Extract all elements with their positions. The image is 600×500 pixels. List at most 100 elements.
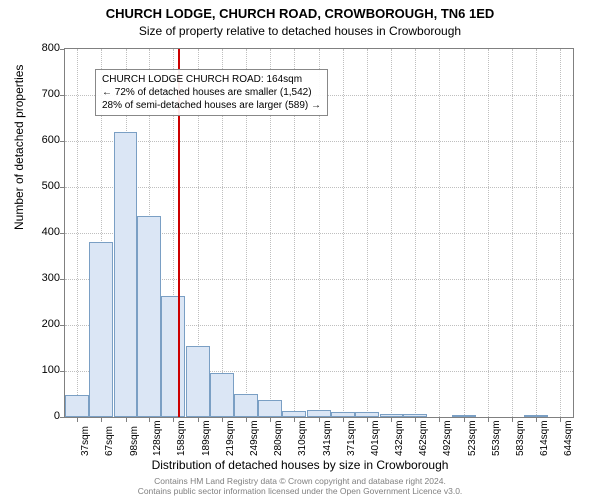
xtick-mark — [270, 417, 271, 422]
histogram-bar — [234, 394, 258, 417]
ytick-mark — [60, 325, 65, 326]
xtick-label: 158sqm — [176, 420, 187, 456]
histogram-bar — [282, 411, 306, 417]
histogram-bar — [331, 412, 355, 417]
xtick-mark — [126, 417, 127, 422]
xtick-label: 492sqm — [442, 420, 453, 456]
ytick-mark — [60, 417, 65, 418]
ytick-label: 800 — [20, 42, 60, 54]
xtick-label: 341sqm — [322, 420, 333, 456]
annotation-line3: 28% of semi-detached houses are larger (… — [102, 99, 321, 112]
histogram-bar — [114, 132, 138, 417]
grid-line-v — [439, 49, 440, 417]
histogram-bar — [258, 400, 282, 417]
ytick-label: 200 — [20, 318, 60, 330]
footer-line1: Contains HM Land Registry data © Crown c… — [154, 476, 446, 486]
xtick-mark — [222, 417, 223, 422]
footer-line2: Contains public sector information licen… — [138, 486, 463, 496]
ytick-mark — [60, 95, 65, 96]
histogram-bar — [452, 415, 476, 417]
xtick-label: 553sqm — [491, 420, 502, 456]
ytick-mark — [60, 141, 65, 142]
grid-line-v — [415, 49, 416, 417]
xtick-label: 189sqm — [201, 420, 212, 456]
xtick-mark — [198, 417, 199, 422]
ytick-mark — [60, 187, 65, 188]
xtick-mark — [77, 417, 78, 422]
ytick-mark — [60, 279, 65, 280]
ytick-label: 100 — [20, 364, 60, 376]
histogram-bar — [524, 415, 548, 417]
plot-area: CHURCH LODGE CHURCH ROAD: 164sqm← 72% of… — [64, 48, 574, 418]
xtick-label: 401sqm — [370, 420, 381, 456]
xtick-label: 249sqm — [249, 420, 260, 456]
chart-title: CHURCH LODGE, CHURCH ROAD, CROWBOROUGH, … — [0, 6, 600, 21]
xtick-mark — [343, 417, 344, 422]
xtick-label: 644sqm — [563, 420, 574, 456]
xtick-mark — [512, 417, 513, 422]
histogram-bar — [186, 346, 210, 417]
xtick-mark — [367, 417, 368, 422]
histogram-bar — [89, 242, 113, 417]
histogram-bar — [210, 373, 234, 417]
grid-line-v — [343, 49, 344, 417]
grid-line-v — [391, 49, 392, 417]
xtick-mark — [294, 417, 295, 422]
ytick-label: 700 — [20, 88, 60, 100]
histogram-bar — [355, 412, 379, 417]
ytick-mark — [60, 233, 65, 234]
histogram-bar — [137, 216, 161, 417]
ytick-mark — [60, 371, 65, 372]
x-axis-label: Distribution of detached houses by size … — [0, 458, 600, 472]
xtick-label: 310sqm — [297, 420, 308, 456]
histogram-bar — [65, 395, 89, 417]
xtick-mark — [149, 417, 150, 422]
xtick-label: 128sqm — [152, 420, 163, 456]
xtick-label: 67sqm — [104, 426, 115, 456]
annotation-box: CHURCH LODGE CHURCH ROAD: 164sqm← 72% of… — [95, 69, 328, 116]
histogram-bar — [403, 414, 427, 417]
histogram-bar — [380, 414, 404, 417]
grid-line-v — [560, 49, 561, 417]
xtick-label: 432sqm — [394, 420, 405, 456]
xtick-label: 219sqm — [225, 420, 236, 456]
chart-subtitle: Size of property relative to detached ho… — [0, 24, 600, 38]
xtick-mark — [246, 417, 247, 422]
xtick-label: 614sqm — [539, 420, 550, 456]
ytick-label: 500 — [20, 180, 60, 192]
xtick-mark — [536, 417, 537, 422]
xtick-mark — [391, 417, 392, 422]
grid-line-v — [536, 49, 537, 417]
xtick-mark — [560, 417, 561, 422]
grid-line-v — [367, 49, 368, 417]
annotation-line2: ← 72% of detached houses are smaller (1,… — [102, 86, 321, 99]
ytick-mark — [60, 49, 65, 50]
xtick-label: 37sqm — [80, 426, 91, 456]
xtick-mark — [415, 417, 416, 422]
grid-line-v — [488, 49, 489, 417]
xtick-mark — [439, 417, 440, 422]
grid-line-v — [512, 49, 513, 417]
ytick-label: 600 — [20, 134, 60, 146]
xtick-mark — [101, 417, 102, 422]
xtick-label: 462sqm — [418, 420, 429, 456]
grid-line-v — [77, 49, 78, 417]
xtick-mark — [488, 417, 489, 422]
xtick-label: 280sqm — [273, 420, 284, 456]
xtick-mark — [319, 417, 320, 422]
xtick-label: 98sqm — [129, 426, 140, 456]
ytick-label: 0 — [20, 410, 60, 422]
ytick-label: 400 — [20, 226, 60, 238]
xtick-mark — [173, 417, 174, 422]
grid-line-v — [464, 49, 465, 417]
footer-attribution: Contains HM Land Registry data © Crown c… — [0, 476, 600, 496]
xtick-label: 371sqm — [346, 420, 357, 456]
histogram-bar — [161, 296, 185, 417]
ytick-label: 300 — [20, 272, 60, 284]
chart-container: { "title_main": "CHURCH LODGE, CHURCH RO… — [0, 0, 600, 500]
annotation-line1: CHURCH LODGE CHURCH ROAD: 164sqm — [102, 73, 321, 86]
xtick-label: 523sqm — [467, 420, 478, 456]
histogram-bar — [307, 410, 331, 417]
xtick-label: 583sqm — [515, 420, 526, 456]
xtick-mark — [464, 417, 465, 422]
